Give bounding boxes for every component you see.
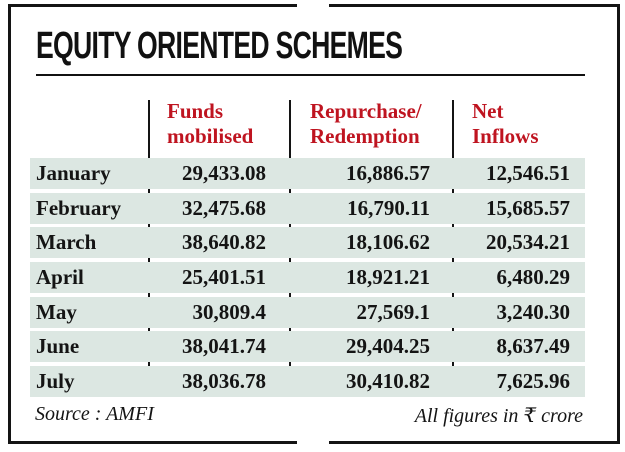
bottom-border-notch <box>297 440 329 449</box>
top-border-notch <box>297 2 329 11</box>
table-row-june: June 38,041.74 29,404.25 8,637.49 <box>30 331 585 362</box>
page-title: EQUITY ORIENTED SCHEMES <box>36 25 403 67</box>
net-inflows-cell: 8,637.49 <box>496 334 571 358</box>
month-cell: February <box>36 196 122 220</box>
funds-mobilised-cell: 38,036.78 <box>182 369 266 393</box>
column-header-line: Funds <box>167 99 224 123</box>
column-header-net-inflows: Net Inflows <box>472 99 539 149</box>
units-note: All figures in ₹ crore <box>414 405 583 427</box>
funds-mobilised-cell: 30,809.4 <box>192 300 267 324</box>
month-cell: July <box>36 369 75 393</box>
repurchase-redemption-cell: 29,404.25 <box>346 334 430 358</box>
funds-mobilised-cell: 32,475.68 <box>182 196 266 220</box>
funds-mobilised-cell: 38,041.74 <box>182 334 266 358</box>
column-header-line: mobilised <box>167 124 254 148</box>
repurchase-redemption-cell: 30,410.82 <box>346 369 430 393</box>
table-row-may: May 30,809.4 27,569.1 3,240.30 <box>30 297 585 328</box>
table-row-january: January 29,433.08 16,886.57 12,546.51 <box>30 158 585 189</box>
table-row-march: March 38,640.82 18,106.62 20,534.21 <box>30 227 585 258</box>
column-header-line: Repurchase/ <box>310 99 422 123</box>
month-cell: January <box>36 161 111 185</box>
repurchase-redemption-cell: 16,790.11 <box>347 196 430 220</box>
net-inflows-cell: 6,480.29 <box>496 265 571 289</box>
funds-mobilised-cell: 25,401.51 <box>182 265 266 289</box>
table-row-july: July 38,036.78 30,410.82 7,625.96 <box>30 366 585 397</box>
net-inflows-cell: 20,534.21 <box>486 230 570 254</box>
table-row-april: April 25,401.51 18,921.21 6,480.29 <box>30 262 585 293</box>
column-header-line: Redemption <box>310 124 420 148</box>
month-cell: March <box>36 230 97 254</box>
net-inflows-cell: 12,546.51 <box>486 161 570 185</box>
net-inflows-cell: 15,685.57 <box>486 196 570 220</box>
column-header-line: Net <box>472 99 504 123</box>
funds-mobilised-cell: 38,640.82 <box>182 230 266 254</box>
net-inflows-cell: 3,240.30 <box>496 300 571 324</box>
source-note: Source : AMFI <box>35 403 154 425</box>
repurchase-redemption-cell: 18,106.62 <box>346 230 430 254</box>
column-header-funds-mobilised: Funds mobilised <box>167 99 253 149</box>
month-cell: May <box>36 300 77 324</box>
table-row-february: February 32,475.68 16,790.11 15,685.57 <box>30 193 585 224</box>
column-header-repurchase-redemption: Repurchase/ Redemption <box>310 99 422 149</box>
repurchase-redemption-cell: 16,886.57 <box>346 161 430 185</box>
repurchase-redemption-cell: 27,569.1 <box>356 300 431 324</box>
title-underline-rule <box>36 74 585 76</box>
funds-mobilised-cell: 29,433.08 <box>182 161 266 185</box>
month-cell: June <box>36 334 80 358</box>
repurchase-redemption-cell: 18,921.21 <box>346 265 430 289</box>
month-cell: April <box>36 265 84 289</box>
column-header-line: Inflows <box>472 124 539 148</box>
net-inflows-cell: 7,625.96 <box>496 369 571 393</box>
